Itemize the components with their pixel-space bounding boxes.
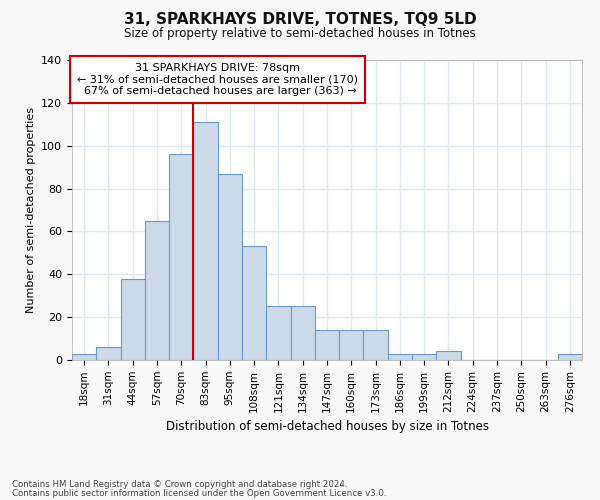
Bar (72, 354, 96, 360)
Bar (315, 330, 339, 360)
Text: 31, SPARKHAYS DRIVE, TOTNES, TQ9 5LD: 31, SPARKHAYS DRIVE, TOTNES, TQ9 5LD (124, 12, 476, 28)
Bar (193, 122, 218, 360)
Bar (169, 154, 193, 360)
Bar (339, 330, 364, 360)
Y-axis label: Number of semi-detached properties: Number of semi-detached properties (26, 107, 35, 313)
Bar (96, 347, 121, 360)
Bar (290, 306, 315, 360)
Text: Contains public sector information licensed under the Open Government Licence v3: Contains public sector information licen… (12, 488, 386, 498)
Bar (436, 352, 461, 360)
Bar (558, 354, 582, 360)
Bar (388, 354, 412, 360)
Bar (218, 174, 242, 360)
Bar (121, 278, 145, 360)
Bar (412, 354, 436, 360)
Bar (364, 330, 388, 360)
Text: Size of property relative to semi-detached houses in Totnes: Size of property relative to semi-detach… (124, 28, 476, 40)
Text: Contains HM Land Registry data © Crown copyright and database right 2024.: Contains HM Land Registry data © Crown c… (12, 480, 347, 489)
Text: 31 SPARKHAYS DRIVE: 78sqm  
← 31% of semi-detached houses are smaller (170)
  67: 31 SPARKHAYS DRIVE: 78sqm ← 31% of semi-… (77, 63, 358, 96)
Bar (266, 306, 290, 360)
Bar (242, 246, 266, 360)
Bar (145, 220, 169, 360)
X-axis label: Distribution of semi-detached houses by size in Totnes: Distribution of semi-detached houses by … (166, 420, 488, 433)
